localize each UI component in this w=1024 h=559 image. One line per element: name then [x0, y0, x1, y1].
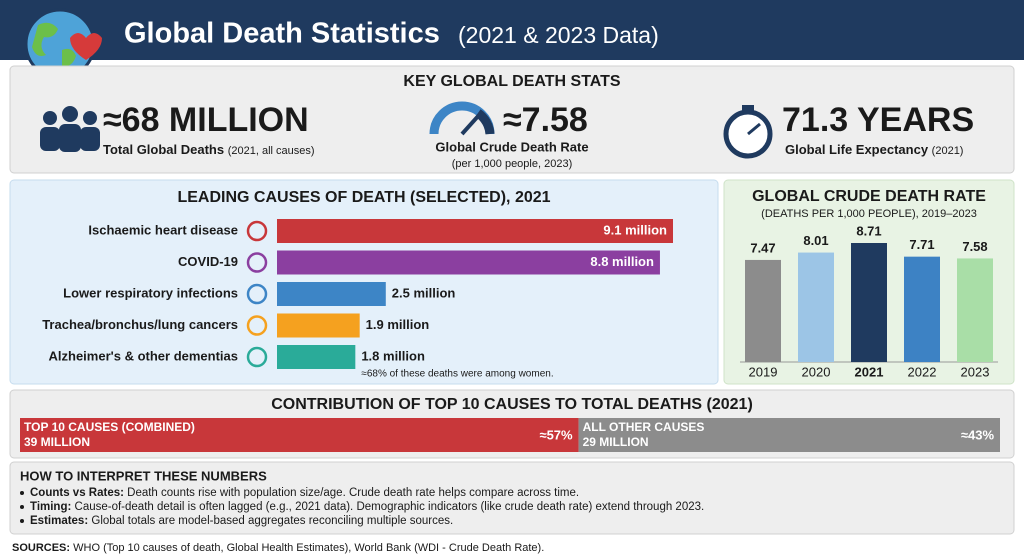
section-title: KEY GLOBAL DEATH STATS [403, 73, 621, 90]
bullet [20, 505, 24, 509]
category-label: Ischaemic heart disease [88, 222, 238, 237]
cause-icon [246, 283, 268, 305]
notes-title: HOW TO INTERPRET THESE NUMBERS [20, 468, 267, 483]
page-subtitle: (2021 & 2023 Data) [458, 22, 659, 48]
stat-note: (2021, all causes) [228, 145, 315, 157]
gauge-icon [429, 101, 495, 136]
value-label: 8.01 [803, 233, 828, 248]
bullet [20, 491, 24, 495]
stat-value: 71.3 YEARS [782, 101, 974, 139]
note-term: Estimates: [30, 515, 88, 527]
value-label: 2.5 million [392, 285, 456, 300]
stopwatch-icon [723, 105, 773, 159]
chart-title: CONTRIBUTION OF TOP 10 CAUSES TO TOTAL D… [271, 396, 753, 413]
bar [904, 256, 940, 362]
chart-title: LEADING CAUSES OF DEATH (SELECTED), 2021 [177, 189, 550, 206]
stat-note: (2021) [932, 145, 964, 157]
share-segment [20, 418, 579, 452]
people-icon [40, 106, 100, 152]
stat-label-text: Global Life Expectancy [785, 142, 929, 157]
x-tick-label: 2023 [961, 364, 990, 379]
category-label: COVID-19 [178, 254, 238, 269]
sources-label: SOURCES: [12, 542, 70, 554]
x-tick-label: 2020 [802, 364, 831, 379]
note-text: Death counts rise with population size/a… [127, 487, 579, 499]
note-term: Counts vs Rates: [30, 487, 124, 499]
bar [277, 313, 360, 338]
category-label: Lower respiratory infections [63, 285, 238, 300]
share-segment [578, 418, 1000, 452]
stat-value: ≈68 MILLION [103, 101, 309, 139]
stat-label: Global Life Expectancy (2021) [785, 142, 963, 157]
category-label: ALL OTHER CAUSES [583, 420, 705, 434]
bar [957, 258, 993, 362]
cause-icon [246, 252, 268, 273]
annotation: ≈68% of these deaths were among women. [361, 369, 553, 380]
value-label: 7.71 [909, 237, 934, 252]
sources: SOURCES: WHO (Top 10 causes of death, Gl… [12, 542, 544, 554]
header-band [0, 0, 1024, 60]
cause-icon [246, 346, 268, 368]
cause-icon [246, 315, 268, 336]
chart-subtitle: (DEATHS PER 1,000 PEOPLE), 2019–2023 [761, 208, 977, 220]
note-term: Timing: [30, 501, 71, 513]
x-tick-label: 2022 [908, 364, 937, 379]
stat-label: Total Global Deaths (2021, all causes) [103, 142, 315, 157]
stat-label: Global Crude Death Rate [435, 139, 588, 154]
segment-sublabel: 39 MILLION [24, 435, 90, 449]
bullet [20, 519, 24, 523]
bar [798, 252, 834, 362]
value-label: ≈57% [539, 427, 573, 442]
note-line: Counts vs Rates: Death counts rise with … [30, 487, 579, 499]
note-text: Global totals are model-based aggregates… [91, 515, 453, 527]
sources-text: WHO (Top 10 causes of death, Global Heal… [73, 542, 544, 554]
category-label: Alzheimer's & other dementias [49, 348, 238, 363]
page-title: Global Death Statistics [124, 18, 440, 50]
category-label: TOP 10 CAUSES (COMBINED) [24, 420, 195, 434]
value-label: 7.58 [962, 239, 987, 254]
bar [277, 219, 673, 243]
note-text: Cause-of-death detail is often lagged (e… [75, 501, 705, 513]
globe-icon [24, 8, 102, 80]
bar [277, 250, 660, 275]
value-label: 9.1 million [603, 222, 667, 237]
value-label: ≈43% [961, 427, 995, 442]
cause-icon [246, 220, 268, 242]
bar [277, 345, 356, 369]
note-line: Timing: Cause-of-death detail is often l… [30, 501, 704, 513]
bar [745, 259, 781, 362]
bar [851, 243, 887, 362]
stat-label-text: Total Global Deaths [103, 142, 224, 157]
value-label: 7.47 [750, 240, 775, 255]
stat-note: (per 1,000 people, 2023) [452, 158, 572, 170]
chart-title: GLOBAL CRUDE DEATH RATE [752, 188, 986, 205]
value-label: 1.9 million [366, 317, 430, 332]
bar [277, 282, 386, 306]
note-line: Estimates: Global totals are model-based… [30, 515, 453, 527]
notes-list: Counts vs Rates: Death counts rise with … [20, 487, 704, 527]
category-label: Trachea/bronchus/lung cancers [42, 317, 238, 332]
value-label: 8.71 [856, 223, 881, 238]
notes-panel [9, 461, 1015, 535]
segment-sublabel: 29 MILLION [583, 435, 649, 449]
value-label: 8.8 million [590, 254, 654, 269]
stat-value: ≈7.58 [503, 101, 588, 139]
value-label: 1.8 million [361, 348, 425, 363]
x-tick-label: 2019 [749, 364, 778, 379]
x-tick-label: 2021 [855, 364, 884, 379]
